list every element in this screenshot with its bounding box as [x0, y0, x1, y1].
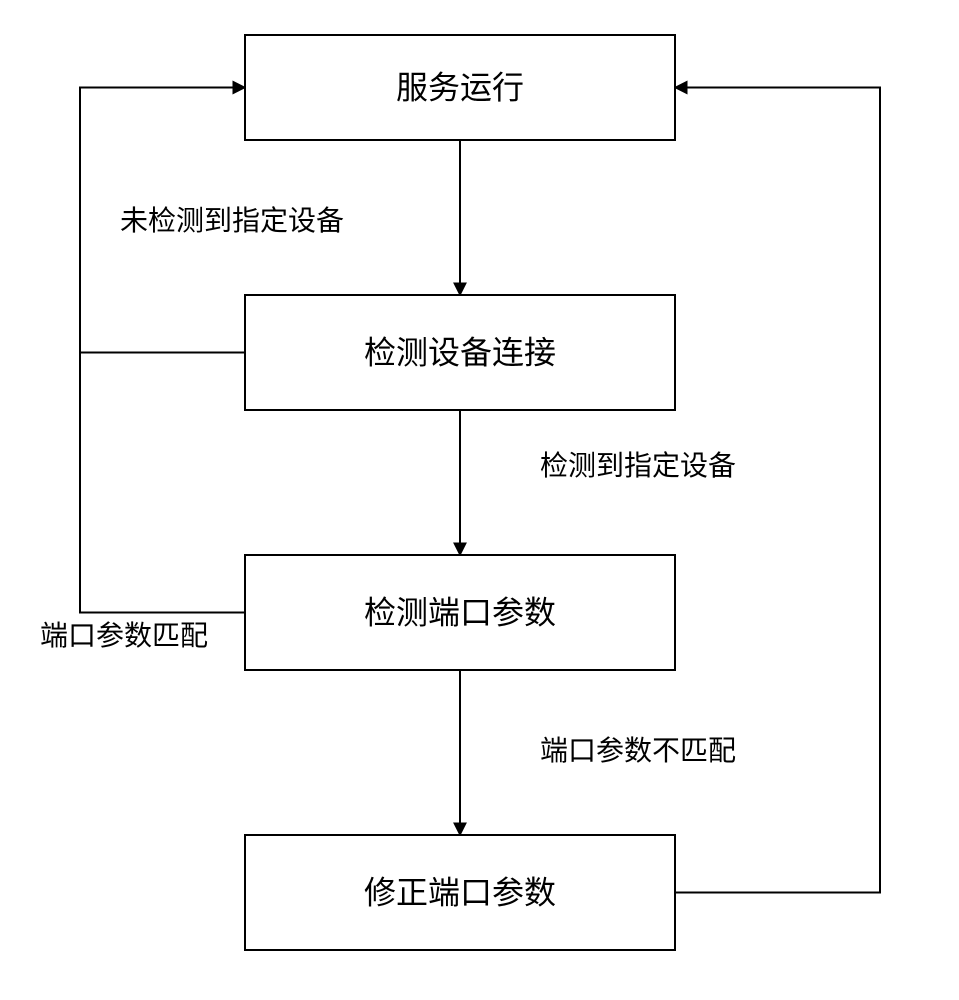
flow-edge-label: 检测到指定设备 — [540, 450, 736, 482]
flow-node-n4: 修正端口参数 — [245, 835, 675, 950]
flow-edge-e5 — [80, 88, 245, 613]
flow-edge-e6 — [675, 88, 880, 893]
flow-edge-label: 端口参数不匹配 — [540, 735, 736, 767]
flow-node-label: 服务运行 — [396, 70, 524, 106]
flow-node-n3: 检测端口参数 — [245, 555, 675, 670]
flow-node-label: 检测端口参数 — [364, 595, 556, 631]
flow-node-n1: 服务运行 — [245, 35, 675, 140]
flow-node-label: 修正端口参数 — [364, 875, 556, 911]
flow-edge-label: 未检测到指定设备 — [120, 205, 344, 237]
flow-edge-label: 端口参数匹配 — [40, 620, 208, 652]
flow-node-n2: 检测设备连接 — [245, 295, 675, 410]
flow-node-label: 检测设备连接 — [364, 335, 556, 371]
